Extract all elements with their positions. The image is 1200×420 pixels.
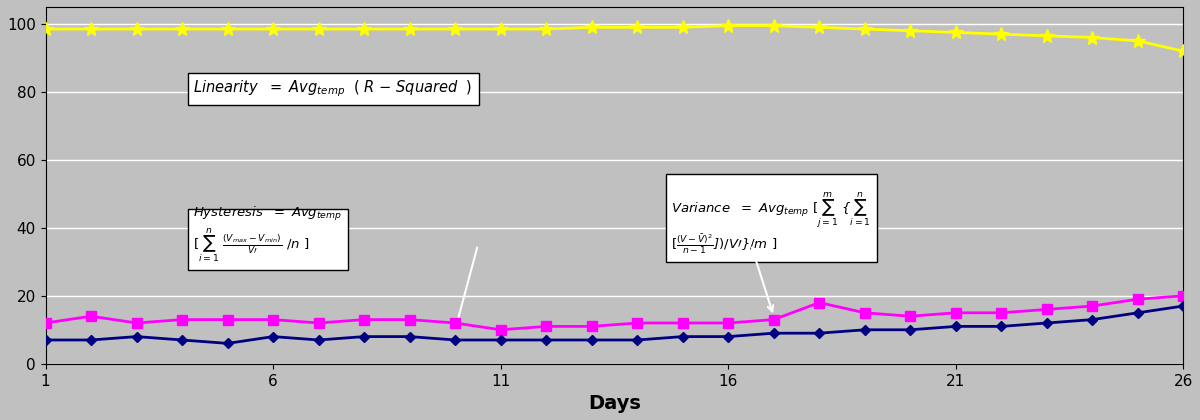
Text: $\it{Linearity}$  $=$ $\it{Avg}$$_{\it{temp}}$  $\it{(}$ $\it{R}$ $-$ $\it{Squar: $\it{Linearity}$ $=$ $\it{Avg}$$_{\it{te…: [193, 79, 473, 99]
Text: $\it{Variance}$  $=$ $\it{Avg}_{\it{temp}}$ $[\sum_{j=1}^{m}$ {$\sum_{i=1}^{n}$
: $\it{Variance}$ $=$ $\it{Avg}_{\it{temp}…: [671, 190, 871, 257]
X-axis label: Days: Days: [588, 394, 641, 413]
Text: $\it{Hysteresis}$  $=$ $\it{Avg}_{\it{temp}}$
$[\sum_{i=1}^{n}$ $\frac{(V_{max} : $\it{Hysteresis}$ $=$ $\it{Avg}_{\it{tem…: [193, 205, 343, 265]
